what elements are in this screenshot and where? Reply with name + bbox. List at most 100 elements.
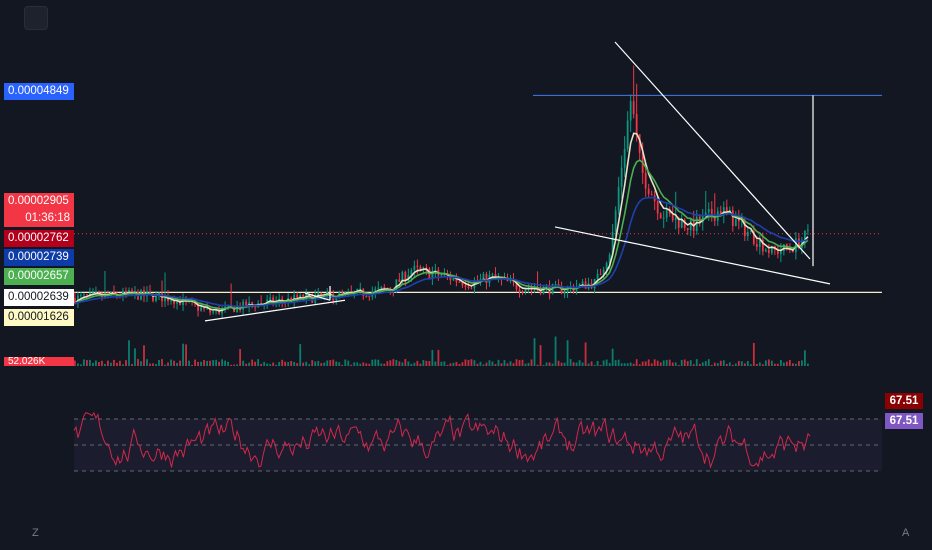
- candle-body: [677, 217, 680, 228]
- volume-bar: [611, 348, 614, 366]
- volume-bar: [206, 360, 208, 366]
- trend-line-small: [304, 292, 331, 301]
- corner-left-letter[interactable]: Z: [32, 527, 39, 539]
- volume-bar: [314, 361, 317, 366]
- volume-bar: [110, 362, 112, 366]
- rsi-line: [73, 411, 811, 469]
- volume-bar: [713, 362, 716, 366]
- candle-body: [632, 101, 635, 115]
- candle-body: [791, 249, 794, 253]
- candle-body: [635, 114, 638, 135]
- volume-bar: [221, 359, 224, 366]
- volume-bar: [623, 363, 626, 366]
- volume-bar: [227, 361, 230, 366]
- volume-bar: [134, 348, 136, 366]
- volume-bar: [665, 359, 668, 366]
- volume-bar: [323, 362, 326, 366]
- volume-bar: [137, 359, 139, 366]
- price-label-ema-mid: 0.00002657: [4, 268, 74, 285]
- volume-bar: [680, 359, 683, 366]
- volume-bar: [365, 363, 368, 366]
- volume-bar: [131, 363, 133, 366]
- candle-body: [221, 308, 224, 314]
- volume-bar: [536, 364, 539, 366]
- volume-bar: [83, 359, 85, 366]
- volume-bar: [446, 364, 449, 366]
- candle-body: [749, 231, 752, 233]
- candle-body: [626, 120, 629, 149]
- volume-bar: [482, 364, 485, 366]
- volume-bar: [755, 363, 758, 366]
- volume-bar: [527, 362, 530, 366]
- volume-bar: [707, 359, 710, 366]
- candle-body: [458, 281, 461, 283]
- candle-body: [797, 238, 800, 249]
- volume-bar: [356, 362, 359, 366]
- candle-body: [482, 273, 485, 280]
- volume-bar: [770, 360, 773, 366]
- volume-bar: [662, 360, 665, 366]
- volume-bar: [329, 360, 332, 366]
- volume-bar: [617, 359, 620, 366]
- corner-right-letter[interactable]: A: [902, 527, 910, 539]
- volume-bar: [641, 361, 644, 366]
- candle-body: [491, 274, 494, 276]
- volume-bar: [539, 345, 542, 366]
- volume-bar: [377, 359, 380, 366]
- volume-bar: [335, 361, 338, 366]
- candle-body: [707, 208, 710, 213]
- volume-bar: [281, 359, 284, 366]
- volume-label: 52.026K: [4, 357, 74, 366]
- volume-bar: [773, 363, 776, 366]
- candle-body: [647, 188, 650, 195]
- volume-bar: [572, 362, 575, 366]
- volume-bar: [167, 362, 169, 366]
- candle-body: [515, 282, 518, 290]
- candle-body: [752, 231, 755, 244]
- candle-body: [92, 292, 94, 294]
- volume-bar: [806, 363, 809, 366]
- volume-bar: [629, 362, 632, 366]
- volume-bar: [305, 361, 308, 366]
- candle-body: [659, 213, 662, 219]
- candle-body: [620, 167, 623, 187]
- candle-body: [755, 243, 758, 247]
- volume-bar: [164, 364, 166, 366]
- volume-bar: [419, 363, 422, 366]
- candle-body: [80, 295, 82, 297]
- candle-body: [152, 293, 154, 301]
- volume-bar: [464, 359, 467, 366]
- candle-body: [176, 300, 178, 304]
- candle-body: [197, 304, 199, 311]
- volume-bar: [656, 360, 659, 366]
- volume-bar: [182, 343, 184, 366]
- volume-bar: [431, 349, 434, 366]
- candle-body: [443, 273, 446, 276]
- volume-bar: [512, 363, 515, 366]
- volume-bar: [170, 359, 172, 366]
- price-label-ema-slow: 0.00002739: [4, 249, 74, 266]
- volume-bar: [509, 361, 512, 366]
- volume-bar: [404, 359, 407, 366]
- candle-body: [518, 289, 521, 292]
- candle-body: [629, 101, 632, 121]
- chart-menu-button[interactable]: [24, 6, 48, 30]
- volume-bar: [566, 340, 569, 366]
- volume-bar: [386, 361, 389, 366]
- candle-body: [521, 291, 524, 293]
- candle-body: [578, 283, 581, 287]
- volume-bar: [455, 361, 458, 366]
- volume-bar: [587, 363, 590, 366]
- candle-body: [614, 210, 617, 233]
- volume-bar: [290, 361, 293, 366]
- candle-body: [74, 298, 76, 304]
- candle-body: [698, 216, 701, 223]
- volume-bar: [140, 361, 142, 366]
- volume-bar: [785, 361, 788, 366]
- candle-body: [713, 216, 716, 221]
- candle-body: [326, 291, 329, 295]
- volume-bar: [194, 359, 196, 366]
- volume-bar: [299, 344, 302, 366]
- candle-body: [398, 279, 401, 282]
